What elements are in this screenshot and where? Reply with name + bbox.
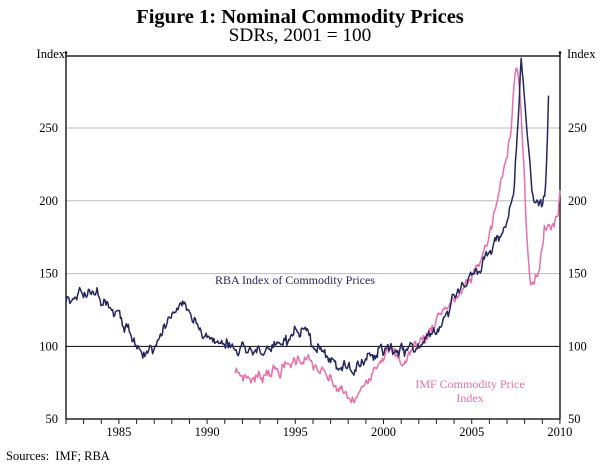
svg-text:200: 200 bbox=[39, 194, 58, 208]
svg-text:250: 250 bbox=[39, 121, 58, 135]
svg-text:RBA Index of Commodity Prices: RBA Index of Commodity Prices bbox=[215, 273, 375, 287]
svg-text:50: 50 bbox=[46, 412, 59, 426]
svg-text:2005: 2005 bbox=[459, 425, 484, 439]
svg-text:1990: 1990 bbox=[195, 425, 220, 439]
svg-text:150: 150 bbox=[568, 267, 587, 281]
svg-text:100: 100 bbox=[568, 339, 587, 353]
svg-text:Index: Index bbox=[567, 47, 596, 61]
svg-text:100: 100 bbox=[39, 339, 58, 353]
svg-text:200: 200 bbox=[568, 194, 587, 208]
svg-text:1985: 1985 bbox=[106, 425, 131, 439]
svg-text:IMF Commodity Price: IMF Commodity Price bbox=[415, 377, 524, 391]
svg-text:Index: Index bbox=[456, 391, 483, 405]
svg-text:150: 150 bbox=[39, 267, 58, 281]
svg-text:2000: 2000 bbox=[371, 425, 396, 439]
svg-text:250: 250 bbox=[568, 121, 587, 135]
svg-text:Index: Index bbox=[37, 47, 66, 61]
svg-text:1995: 1995 bbox=[283, 425, 308, 439]
svg-text:50: 50 bbox=[568, 412, 581, 426]
svg-text:2010: 2010 bbox=[547, 425, 572, 439]
